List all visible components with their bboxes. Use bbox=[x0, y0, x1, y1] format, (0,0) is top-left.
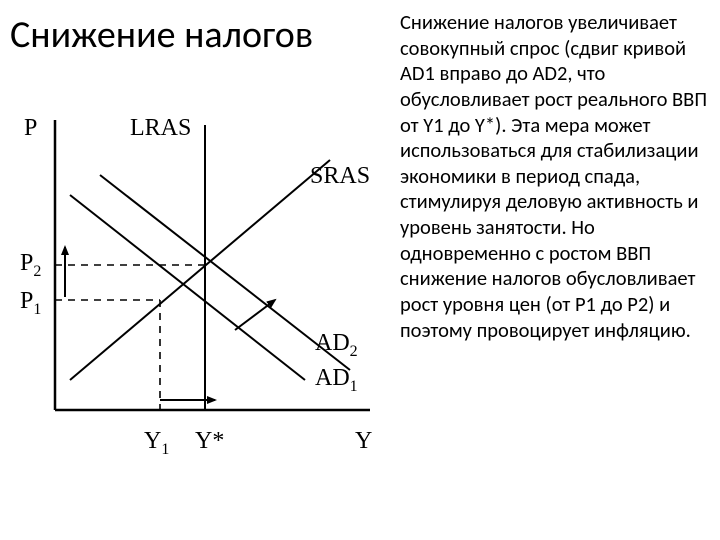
p2-label: P2 bbox=[20, 250, 41, 280]
lras-label: LRAS bbox=[130, 115, 191, 141]
y1-label: Y1 bbox=[144, 428, 169, 458]
ad2-label-base: AD bbox=[315, 330, 350, 356]
ad2-label-sub: 2 bbox=[350, 343, 358, 360]
sras-label: SRAS bbox=[310, 163, 370, 189]
ad2-curve bbox=[100, 175, 350, 370]
ad2-label: AD2 bbox=[315, 330, 358, 360]
y1-label-base: Y bbox=[144, 428, 161, 454]
slide: Снижение налогов Снижение налогов увелич… bbox=[0, 0, 720, 540]
p1-label-sub: 1 bbox=[33, 301, 41, 318]
ystar-label: Y* bbox=[195, 428, 224, 454]
x-axis-label: Y bbox=[355, 428, 372, 454]
slide-title: Снижение налогов bbox=[10, 12, 313, 58]
body-text: Снижение налогов увеличивает совокупный … bbox=[400, 10, 710, 343]
p1-label-base: P bbox=[20, 288, 33, 314]
ad1-label-sub: 1 bbox=[350, 378, 358, 395]
y1-label-sub: 1 bbox=[161, 441, 169, 458]
p1-label: P1 bbox=[20, 288, 41, 318]
ad1-label-base: AD bbox=[315, 365, 350, 391]
y-axis-label: P bbox=[24, 115, 37, 141]
p2-label-sub: 2 bbox=[33, 263, 41, 280]
sras-curve bbox=[70, 160, 330, 380]
ad1-curve bbox=[70, 195, 305, 380]
ad1-label: AD1 bbox=[315, 365, 358, 395]
ad-as-diagram: P Y LRAS SRAS AD2 AD1 P2 P1 Y1 Y* bbox=[0, 90, 400, 490]
ad-shift-arrow bbox=[235, 300, 275, 330]
p2-label-base: P bbox=[20, 250, 33, 276]
